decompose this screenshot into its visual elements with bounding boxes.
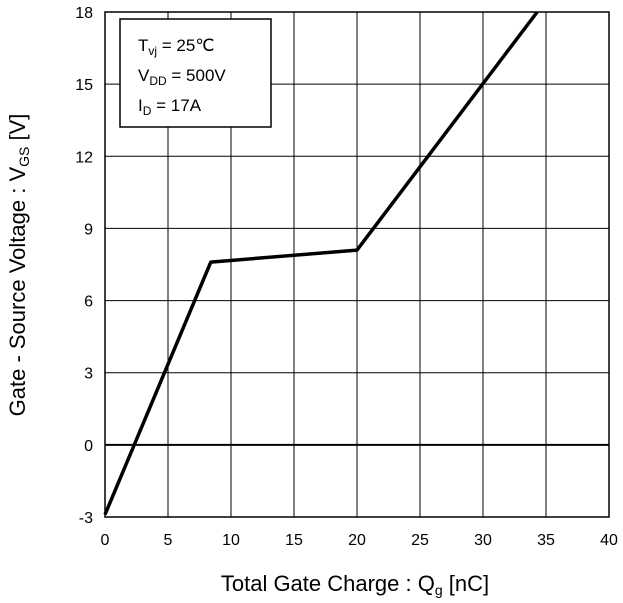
legend-line-tvj: Tvj = 25℃ bbox=[138, 36, 214, 58]
x-tick-label: 15 bbox=[285, 532, 303, 549]
y-tick-label: -3 bbox=[79, 510, 93, 527]
x-tick-label: 40 bbox=[600, 532, 618, 549]
x-tick-label: 25 bbox=[411, 532, 429, 549]
x-tick-label: 30 bbox=[474, 532, 492, 549]
plot-area-frame bbox=[104, 11, 610, 518]
y-tick-label: 0 bbox=[84, 438, 93, 455]
x-tick-label: 20 bbox=[348, 532, 366, 549]
legend-line-id: ID = 17A bbox=[138, 96, 202, 118]
x-tick-label: 35 bbox=[537, 532, 555, 549]
x-tick-labels: 0 5 10 15 20 25 30 35 40 bbox=[101, 532, 618, 549]
y-tick-labels: -3 0 3 6 9 12 15 18 bbox=[75, 5, 93, 527]
conditions-legend-box: Tvj = 25℃ VDD = 500V ID = 17A bbox=[119, 18, 272, 128]
legend-line-vdd: VDD = 500V bbox=[138, 66, 226, 88]
y-tick-label: 18 bbox=[75, 5, 93, 22]
x-tick-label: 5 bbox=[164, 532, 173, 549]
x-axis-title: Total Gate Charge : Qg [nC] bbox=[221, 571, 489, 598]
grid bbox=[105, 12, 609, 517]
y-tick-label: 6 bbox=[84, 294, 93, 311]
y-tick-label: 9 bbox=[84, 221, 93, 238]
y-tick-label: 12 bbox=[75, 149, 93, 166]
x-tick-label: 10 bbox=[222, 532, 240, 549]
y-tick-label: 3 bbox=[84, 366, 93, 383]
y-tick-label: 15 bbox=[75, 77, 93, 94]
series-line bbox=[103, 10, 539, 516]
y-axis-title: Gate - Source Voltage : VGS [V] bbox=[5, 114, 32, 417]
x-tick-label: 0 bbox=[101, 532, 110, 549]
